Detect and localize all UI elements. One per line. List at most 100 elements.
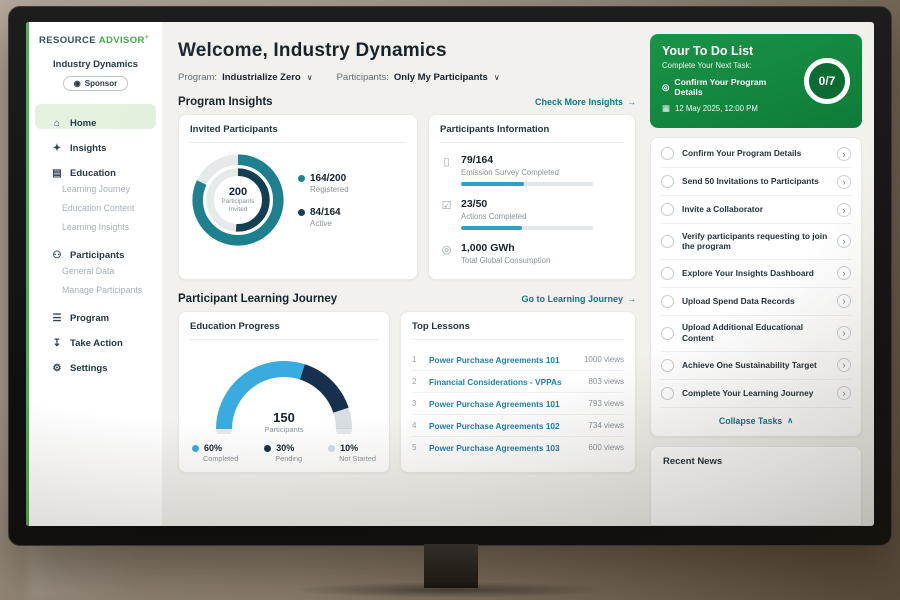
- task-label: Complete Your Learning Journey: [682, 387, 814, 398]
- legend-item: 164/200 Registered: [298, 173, 349, 194]
- checkbox-circle[interactable]: [661, 358, 674, 372]
- legend-item: 30% Pending: [264, 443, 302, 463]
- chevron-right-icon[interactable]: ›: [837, 174, 851, 189]
- task-row[interactable]: Achieve One Sustainability Target ›: [661, 352, 851, 380]
- legend-label: Pending: [275, 454, 303, 463]
- actions-icon: ☑: [441, 200, 452, 212]
- go-to-learning-journey-link[interactable]: Go to Learning Journey →: [521, 294, 636, 304]
- lesson-rank: 3: [412, 399, 417, 408]
- checkbox-circle[interactable]: [661, 203, 674, 216]
- chevron-right-icon[interactable]: ›: [837, 326, 851, 341]
- task-row[interactable]: Send 50 Invitations to Participants ›: [661, 168, 851, 196]
- checkbox-circle[interactable]: [661, 234, 674, 248]
- stat-value: 79/164: [461, 154, 494, 166]
- legend-label: Active: [310, 218, 332, 228]
- next-task-row[interactable]: ◎ Confirm Your Program Details: [662, 77, 786, 97]
- lessons-list: 1 Power Purchase Agreements 101 1000 vie…: [412, 349, 624, 458]
- checkbox-circle[interactable]: [661, 294, 674, 308]
- sidebar-item[interactable]: ⌂ Home: [35, 104, 156, 130]
- sidebar-item[interactable]: ▤ Education: [35, 154, 156, 179]
- participants-filter[interactable]: Participants: Only My Participants ∨: [337, 72, 500, 83]
- check-more-insights-link[interactable]: Check More Insights →: [534, 97, 636, 107]
- sidebar-item[interactable]: ✦ Insights: [35, 129, 156, 154]
- lesson-link[interactable]: Power Purchase Agreements 101: [429, 398, 560, 409]
- legend-value: 30%: [276, 443, 295, 453]
- recent-news-card[interactable]: Recent News: [650, 445, 862, 526]
- lesson-link[interactable]: Power Purchase Agreements 102: [429, 420, 560, 431]
- lesson-link[interactable]: Financial Considerations - VPPAs: [429, 376, 562, 387]
- checkbox-circle[interactable]: [661, 147, 674, 160]
- survey-icon: ▯: [443, 156, 450, 168]
- todo-progress-value: 0/7: [818, 74, 836, 88]
- collapse-tasks-button[interactable]: Collapse Tasks ∧: [718, 415, 794, 426]
- legend-value: 164/200: [310, 172, 347, 184]
- lesson-link[interactable]: Power Purchase Agreements 101: [429, 354, 560, 365]
- chevron-right-icon[interactable]: ›: [837, 294, 851, 309]
- sidebar-item[interactable]: ☰ Program: [35, 299, 156, 324]
- task-label: Send 50 Invitations to Participants: [682, 176, 819, 187]
- chevron-right-icon[interactable]: ›: [837, 266, 851, 281]
- progress-bar-fill: [461, 182, 525, 186]
- legend-dot: [328, 444, 336, 452]
- sidebar-item-label: General Data: [62, 265, 115, 276]
- checkbox-circle[interactable]: [661, 386, 674, 400]
- gauge-svg: [216, 361, 352, 434]
- todo-progress-ring: 0/7: [804, 58, 850, 104]
- chevron-right-icon[interactable]: ›: [837, 386, 851, 401]
- chevron-right-icon[interactable]: ›: [837, 234, 851, 249]
- lesson-link[interactable]: Power Purchase Agreements 103: [429, 442, 560, 453]
- task-label: Confirm Your Program Details: [682, 148, 802, 159]
- sidebar-item[interactable]: General Data: [35, 261, 156, 280]
- sidebar-item[interactable]: Learning Journey: [35, 179, 156, 198]
- checkbox-circle[interactable]: [661, 266, 674, 280]
- lesson-views: 600 views: [588, 443, 624, 452]
- consumption-icon: ◎: [441, 244, 452, 256]
- sidebar-item-label: Manage Participants: [62, 284, 143, 295]
- checkbox-circle[interactable]: [661, 326, 674, 340]
- legend-value: 10%: [340, 443, 359, 453]
- donut-center-value: 200: [228, 186, 248, 199]
- program-icon: ☰: [52, 313, 62, 325]
- program-filter[interactable]: Program: Industrialize Zero ∨: [178, 72, 313, 83]
- task-row[interactable]: Confirm Your Program Details ›: [661, 140, 851, 168]
- info-stats: ▯ 79/164 Emission Survey Completed: [440, 152, 624, 270]
- main-content: Welcome, Industry Dynamics Program: Indu…: [162, 22, 646, 526]
- lesson-rank: 2: [412, 377, 417, 386]
- lesson-rank: 1: [412, 355, 417, 364]
- sidebar-item[interactable]: ⚇ Participants: [35, 236, 156, 261]
- gauge-center-label: Participants: [264, 425, 304, 434]
- settings-icon: ⚙: [52, 363, 62, 375]
- sidebar-item[interactable]: Manage Participants: [35, 280, 156, 299]
- sidebar-item[interactable]: ↧ Take Action: [35, 324, 156, 349]
- stat-value: 23/50: [461, 198, 488, 210]
- task-row[interactable]: Verify participants requesting to join t…: [661, 224, 851, 260]
- sponsor-badge[interactable]: ◉ Sponsor: [62, 76, 129, 92]
- sidebar-item[interactable]: Learning Insights: [35, 217, 156, 236]
- checkbox-circle[interactable]: [661, 175, 674, 188]
- chevron-right-icon[interactable]: ›: [837, 358, 851, 373]
- chevron-right-icon[interactable]: ›: [837, 146, 851, 161]
- brand-plus: +: [144, 34, 150, 41]
- insights-icon: ✦: [52, 143, 62, 155]
- lesson-row: 4 Power Purchase Agreements 102 734 view…: [412, 415, 624, 437]
- sidebar-item[interactable]: Education Content: [35, 198, 156, 217]
- task-row[interactable]: Upload Spend Data Records ›: [661, 288, 851, 316]
- brand-resource: RESOURCE: [39, 35, 97, 47]
- filters-bar: Program: Industrialize Zero ∨ Participan…: [178, 72, 636, 83]
- arrow-right-icon: →: [627, 294, 636, 304]
- task-row[interactable]: Upload Additional Educational Content ›: [661, 316, 851, 352]
- lesson-views: 803 views: [588, 377, 624, 386]
- learning-journey-section-header: Participant Learning Journey Go to Learn…: [178, 293, 636, 305]
- chevron-right-icon[interactable]: ›: [837, 202, 851, 217]
- task-label: Achieve One Sustainability Target: [682, 359, 817, 370]
- task-row[interactable]: Invite a Collaborator ›: [661, 196, 851, 224]
- task-row[interactable]: Complete Your Learning Journey ›: [661, 380, 851, 408]
- legend-item: 84/164 Active: [298, 207, 349, 228]
- legend-dot: [264, 444, 272, 452]
- sidebar-item[interactable]: ⚙ Settings: [35, 349, 156, 374]
- monitor-stand: [424, 544, 478, 588]
- stat-label: Actions Completed: [461, 212, 527, 221]
- lesson-row: 2 Financial Considerations - VPPAs 803 v…: [412, 371, 624, 393]
- task-row[interactable]: Explore Your Insights Dashboard ›: [661, 260, 851, 288]
